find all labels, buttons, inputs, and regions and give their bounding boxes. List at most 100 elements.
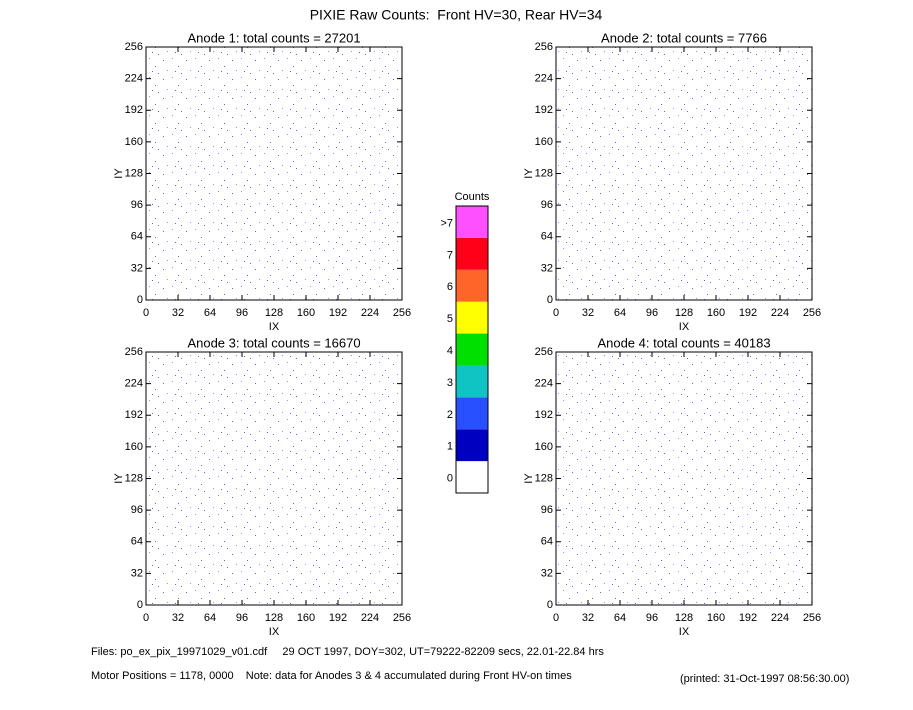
panel-title: Anode 4: total counts = 40183: [597, 335, 770, 350]
page-title: PIXIE Raw Counts: Front HV=30, Rear HV=3…: [310, 7, 603, 23]
x-axis-label: IX: [269, 626, 280, 638]
x-tick-label: 128: [265, 307, 283, 319]
y-tick-label: 96: [131, 199, 143, 211]
x-tick-label: 64: [614, 307, 626, 319]
y-tick-label: 0: [547, 599, 553, 611]
plot-area: [556, 352, 812, 605]
colorbar-cell: [456, 429, 488, 462]
x-tick-label: 160: [707, 307, 725, 319]
y-tick-label: 160: [535, 441, 553, 453]
x-tick-label: 96: [236, 612, 248, 624]
colorbar-cell: [456, 397, 488, 430]
y-tick-label: 128: [535, 472, 553, 484]
x-tick-label: 256: [393, 612, 411, 624]
colorbar-label: 6: [447, 281, 453, 293]
y-tick-label: 224: [535, 378, 553, 390]
y-tick-label: 256: [125, 346, 143, 358]
x-tick-label: 32: [582, 612, 594, 624]
colorbar-label: 4: [447, 345, 453, 357]
plot-area: [146, 352, 402, 605]
colorbar-label: 7: [447, 249, 453, 261]
x-tick-label: 160: [707, 612, 725, 624]
colorbar-label: 5: [447, 313, 453, 325]
x-tick-label: 64: [204, 307, 216, 319]
x-tick-label: 64: [614, 612, 626, 624]
x-tick-label: 32: [172, 612, 184, 624]
x-tick-label: 192: [329, 307, 347, 319]
x-axis-label: IX: [679, 321, 690, 333]
x-tick-label: 32: [172, 307, 184, 319]
y-axis-label: IY: [523, 168, 535, 179]
y-tick-label: 128: [125, 472, 143, 484]
plot-area: [556, 47, 812, 300]
x-tick-label: 128: [675, 307, 693, 319]
y-tick-label: 160: [535, 136, 553, 148]
x-tick-label: 256: [393, 307, 411, 319]
x-tick-label: 224: [771, 612, 789, 624]
x-tick-label: 64: [204, 612, 216, 624]
y-tick-label: 0: [137, 294, 143, 306]
y-tick-label: 0: [137, 599, 143, 611]
y-tick-label: 224: [125, 378, 143, 390]
x-tick-label: 192: [329, 612, 347, 624]
colorbar-cell: [456, 237, 488, 270]
y-axis-label: IY: [113, 473, 125, 484]
x-tick-label: 128: [265, 612, 283, 624]
x-tick-label: 224: [361, 307, 379, 319]
y-tick-label: 224: [125, 73, 143, 85]
y-axis-label: IY: [113, 168, 125, 179]
y-tick-label: 256: [125, 41, 143, 53]
x-tick-label: 96: [236, 307, 248, 319]
x-tick-label: 192: [739, 612, 757, 624]
colorbar-label: >7: [440, 217, 453, 229]
y-tick-label: 32: [541, 567, 553, 579]
y-tick-label: 32: [131, 262, 143, 274]
y-tick-label: 160: [125, 441, 143, 453]
y-tick-label: 256: [535, 346, 553, 358]
y-tick-label: 64: [541, 231, 553, 243]
colorbar-label: 1: [447, 441, 453, 453]
plot-area: [146, 47, 402, 300]
x-tick-label: 256: [803, 307, 821, 319]
colorbar-cell: [456, 333, 488, 366]
y-tick-label: 64: [541, 536, 553, 548]
y-tick-label: 64: [131, 536, 143, 548]
x-tick-label: 0: [553, 612, 559, 624]
panel-title: Anode 1: total counts = 27201: [187, 30, 360, 45]
x-axis-label: IX: [269, 321, 280, 333]
colorbar-label: 2: [447, 409, 453, 421]
y-tick-label: 160: [125, 136, 143, 148]
y-tick-label: 192: [125, 409, 143, 421]
y-tick-label: 128: [535, 167, 553, 179]
x-tick-label: 32: [582, 307, 594, 319]
y-tick-label: 32: [131, 567, 143, 579]
x-tick-label: 224: [771, 307, 789, 319]
colorbar-cell: [456, 365, 488, 398]
y-tick-label: 192: [535, 104, 553, 116]
x-axis-label: IX: [679, 626, 690, 638]
footer-files: Files: po_ex_pix_19971029_v01.cdf 29 OCT…: [91, 646, 604, 658]
y-tick-label: 96: [131, 504, 143, 516]
panel-title: Anode 3: total counts = 16670: [187, 335, 360, 350]
x-tick-label: 0: [143, 307, 149, 319]
x-tick-label: 192: [739, 307, 757, 319]
x-tick-label: 96: [646, 307, 658, 319]
y-tick-label: 96: [541, 199, 553, 211]
colorbar-title: Counts: [455, 191, 490, 203]
colorbar-cell: [456, 206, 488, 238]
colorbar-frame: [455, 205, 489, 494]
colorbar-label: 3: [447, 377, 453, 389]
footer-motor: Motor Positions = 1178, 0000 Note: data …: [91, 670, 572, 682]
y-axis-label: IY: [523, 473, 535, 484]
y-tick-label: 192: [535, 409, 553, 421]
panel-title: Anode 2: total counts = 7766: [601, 30, 767, 45]
x-tick-label: 160: [297, 612, 315, 624]
x-tick-label: 0: [553, 307, 559, 319]
x-tick-label: 224: [361, 612, 379, 624]
y-tick-label: 32: [541, 262, 553, 274]
y-tick-label: 64: [131, 231, 143, 243]
y-tick-label: 192: [125, 104, 143, 116]
footer-printed: (printed: 31-Oct-1997 08:56:30.00): [680, 673, 849, 685]
y-tick-label: 224: [535, 73, 553, 85]
